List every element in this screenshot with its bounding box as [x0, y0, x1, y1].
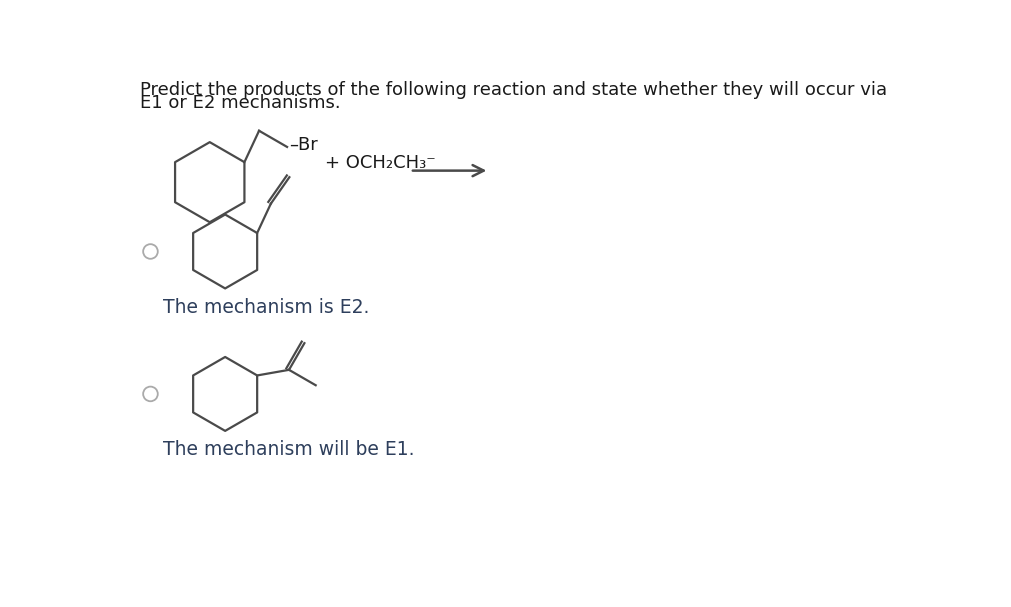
Text: –Br: –Br — [289, 137, 318, 154]
Text: E1 or E2 mechanisms.: E1 or E2 mechanisms. — [140, 95, 341, 112]
Text: The mechanism is E2.: The mechanism is E2. — [163, 297, 369, 317]
Text: Predict the products of the following reaction and state whether they will occur: Predict the products of the following re… — [140, 81, 887, 100]
Text: The mechanism will be E1.: The mechanism will be E1. — [163, 440, 415, 459]
Text: + OCH₂CH₃⁻: + OCH₂CH₃⁻ — [326, 154, 436, 172]
